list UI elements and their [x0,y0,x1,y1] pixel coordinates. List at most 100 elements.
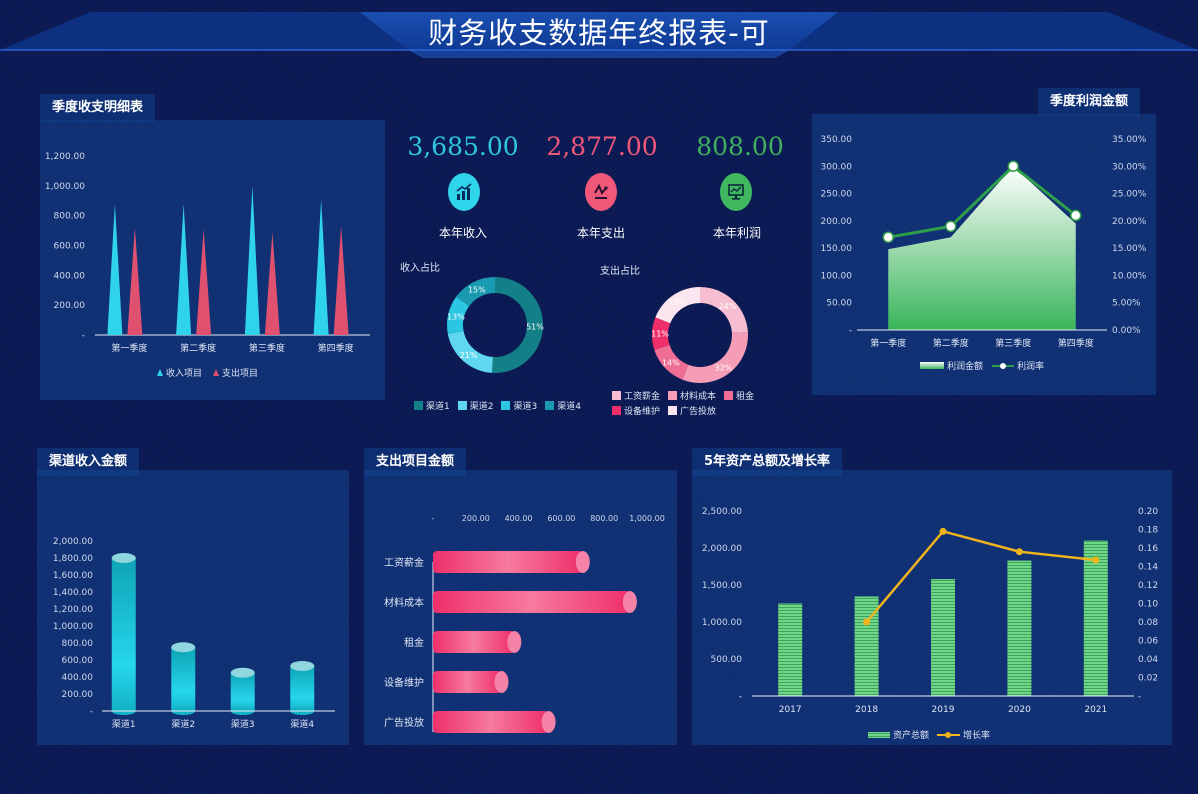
y-tick: 1,000.00 [45,182,85,192]
x-tick: 渠道2 [171,718,195,730]
expense-share-legend: 工资薪金 材料成本 租金设备维护 广告投放 [612,389,787,417]
legend-item[interactable]: 设备维护 [612,404,660,417]
legend-label: 渠道3 [513,402,538,412]
donut-slice[interactable] [652,317,671,350]
triangle-bar[interactable] [176,203,192,335]
y-tick: 1,000.00 [53,622,93,632]
triangle-bar[interactable] [313,199,329,335]
cylinder-bar[interactable] [230,672,255,711]
cylinder-bar[interactable] [433,711,549,733]
slice-label: 14% [662,358,680,367]
legend-item[interactable]: 租金 [724,389,754,402]
y2-tick: 30.00% [1112,162,1147,172]
data-point[interactable] [945,220,957,233]
triangle-bar[interactable] [244,185,260,335]
legend-label[interactable]: 资产总额 [893,729,929,741]
legend-swatch-icon [612,406,621,415]
y-tick: 1,200.00 [45,152,85,162]
x-tick: 渠道1 [112,718,136,730]
legend-triangle-icon [157,369,163,376]
triangle-bar[interactable] [264,232,280,335]
data-point[interactable] [939,527,947,535]
x-tick: 200.00 [462,514,490,523]
profit-chart: - 50.00 100.00 150.00 200.00 250.00 300.00 350.… [821,135,1147,372]
slice-label: 11% [651,330,669,339]
expense-share-donut: 24% 32% 14% 11% 19% [651,287,748,383]
x-tick: 2018 [855,705,878,715]
y-tick: 600.00 [54,242,86,252]
donut-slice[interactable] [447,330,493,373]
legend-label[interactable]: 支出项目 [222,367,258,379]
y-tick: 200.00 [62,690,94,700]
legend-item[interactable]: 渠道3 [501,399,537,412]
expense-share-title: 支出占比 [600,266,640,277]
data-point[interactable] [863,618,871,626]
y-tick: 400.00 [54,271,86,281]
channel-chart: - 200.00 400.00 600.00 800.00 1,000.00 1,200.0… [53,537,335,730]
legend-item[interactable]: 渠道2 [457,399,494,412]
donut-slice[interactable] [654,344,689,380]
y-tick: 200.00 [54,301,86,311]
x-tick: 第二季度 [933,337,969,349]
expense-items-chart: - 200.00 400.00 600.00 800.00 1,000.00 工资薪金材料成… [384,514,665,733]
panel-expense-items: - 200.00 400.00 600.00 800.00 1,000.00 工资薪金 材料成… [364,470,677,745]
triangle-bar[interactable] [196,229,212,335]
y2-tick: 0.18 [1138,526,1158,536]
cylinder-bar[interactable] [111,558,136,711]
income-share-donut: 51% 21% 13% 15% [447,277,544,373]
legend-label[interactable]: 利润率 [1017,360,1044,372]
legend-item[interactable]: 材料成本 [668,389,716,402]
y-tick: 广告投放 [384,716,424,729]
triangle-bar[interactable] [107,203,123,335]
donut-slice[interactable] [682,331,748,383]
cylinder-bar[interactable] [171,647,196,711]
cylinder-bar[interactable] [433,671,502,693]
y2-tick: 0.20 [1138,507,1158,517]
donut-slice[interactable] [447,296,470,334]
donut-slice[interactable] [456,277,495,307]
donut-slice[interactable] [700,287,748,333]
panel-profit: - 50.00 100.00 150.00 200.00 250.00 300.00 350.… [812,114,1156,395]
y2-tick: 10.00% [1112,271,1147,281]
y2-tick: 0.04 [1138,655,1158,665]
header-banner: 财务收支数据年终报表-可 [0,0,1198,60]
data-point[interactable] [882,231,894,243]
asset-bar[interactable] [778,603,803,697]
y-tick: 150.00 [821,244,853,254]
cylinder-bar[interactable] [290,665,315,711]
bar-chart-rising-icon [448,173,480,211]
cylinder-bar[interactable] [433,551,583,573]
growth-rate-line[interactable] [865,529,1096,623]
y2-tick: 20.00% [1112,217,1147,227]
legend-label[interactable]: 增长率 [963,729,990,741]
y2-tick: 0.10 [1138,600,1158,610]
data-point[interactable] [1070,209,1082,222]
data-point[interactable] [1015,548,1023,556]
legend-item[interactable]: 渠道4 [545,399,581,412]
asset-bar[interactable] [1007,560,1032,696]
legend-item[interactable]: 广告投放 [668,404,716,417]
data-point[interactable] [1092,556,1100,564]
cylinder-bar[interactable] [433,631,515,653]
asset-bar[interactable] [1083,540,1108,696]
legend-swatch-icon [612,391,621,400]
donut-slice[interactable] [655,287,700,324]
legend-label: 渠道2 [469,402,494,412]
x-tick: 第二季度 [180,342,216,354]
slice-label: 24% [718,302,736,311]
y-tick: 500.00 [711,655,743,665]
donut-slice[interactable] [491,277,543,373]
legend-item[interactable]: 工资薪金 [612,389,660,402]
legend-triangle-icon [213,369,219,376]
legend-label[interactable]: 利润金额 [947,360,983,372]
legend-item[interactable]: 渠道1 [414,399,450,412]
cylinder-bar[interactable] [433,591,630,613]
y-tick: - [739,692,742,702]
profit-rate-line[interactable] [887,164,1077,239]
triangle-bar[interactable] [127,227,143,335]
profit-area[interactable] [888,166,1076,330]
legend-label[interactable]: 收入项目 [166,367,202,379]
data-point[interactable] [1007,160,1019,173]
asset-bar[interactable] [931,579,955,696]
triangle-bar[interactable] [333,226,349,335]
